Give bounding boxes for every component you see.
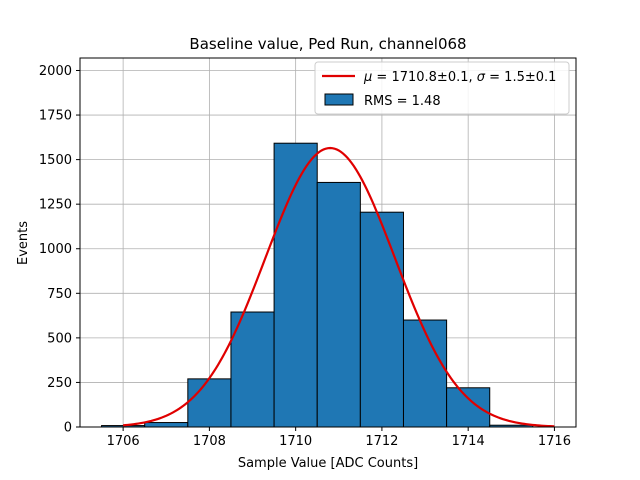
legend-mu-value: = 1710.8±0.1, [372, 70, 476, 85]
histogram-bars [101, 142, 534, 428]
y-tick-label: 0 [64, 421, 72, 436]
axis-ticks [76, 69, 555, 431]
y-tick-label: 500 [47, 331, 72, 346]
histogram-bar [446, 387, 491, 428]
x-tick-labels: 1706 1708 1710 1712 1714 1716 [107, 434, 571, 449]
histogram-bar [316, 181, 361, 428]
plot-area-frame [79, 57, 577, 428]
y-axis-label: Events [16, 221, 31, 265]
y-tick-label: 1750 [39, 109, 72, 124]
x-tick-label: 1712 [365, 434, 398, 449]
x-axis-label: Sample Value [ADC Counts] [238, 456, 418, 471]
legend-fit-label: μ = 1710.8±0.1, σ = 1.5±0.1 [363, 70, 556, 85]
x-tick-label: 1716 [538, 434, 571, 449]
y-tick-label: 1000 [39, 242, 72, 257]
histogram-bar [144, 422, 189, 428]
x-tick-label: 1710 [279, 434, 312, 449]
histogram-bar [402, 319, 448, 428]
gaussian-fit-curve [123, 146, 555, 428]
legend-sigma-value: = 1.5±0.1 [485, 70, 556, 85]
y-tick-label: 250 [47, 376, 72, 391]
histogram-bar [187, 378, 232, 428]
x-tick-label: 1708 [193, 434, 226, 449]
y-tick-label: 2000 [39, 64, 72, 79]
y-tick-label: 1500 [39, 153, 72, 168]
x-tick-label: 1706 [107, 434, 140, 449]
legend-histogram-swatch [324, 93, 354, 106]
histogram-bar [230, 311, 275, 428]
legend: μ = 1710.8±0.1, σ = 1.5±0.1 RMS = 1.48 [314, 61, 570, 115]
legend-mu-symbol: μ [363, 70, 372, 85]
legend-histogram-label: RMS = 1.48 [364, 94, 441, 109]
y-tick-label: 750 [47, 287, 72, 302]
y-tick-labels: 0 250 500 750 1000 1250 1500 1750 2000 [39, 64, 72, 436]
histogram-bar [359, 211, 404, 428]
legend-sigma-symbol: σ [477, 70, 486, 85]
chart-title: Baseline value, Ped Run, channel068 [189, 35, 466, 53]
x-tick-label: 1714 [452, 434, 485, 449]
y-tick-label: 1250 [39, 198, 72, 213]
legend-box [314, 61, 570, 115]
